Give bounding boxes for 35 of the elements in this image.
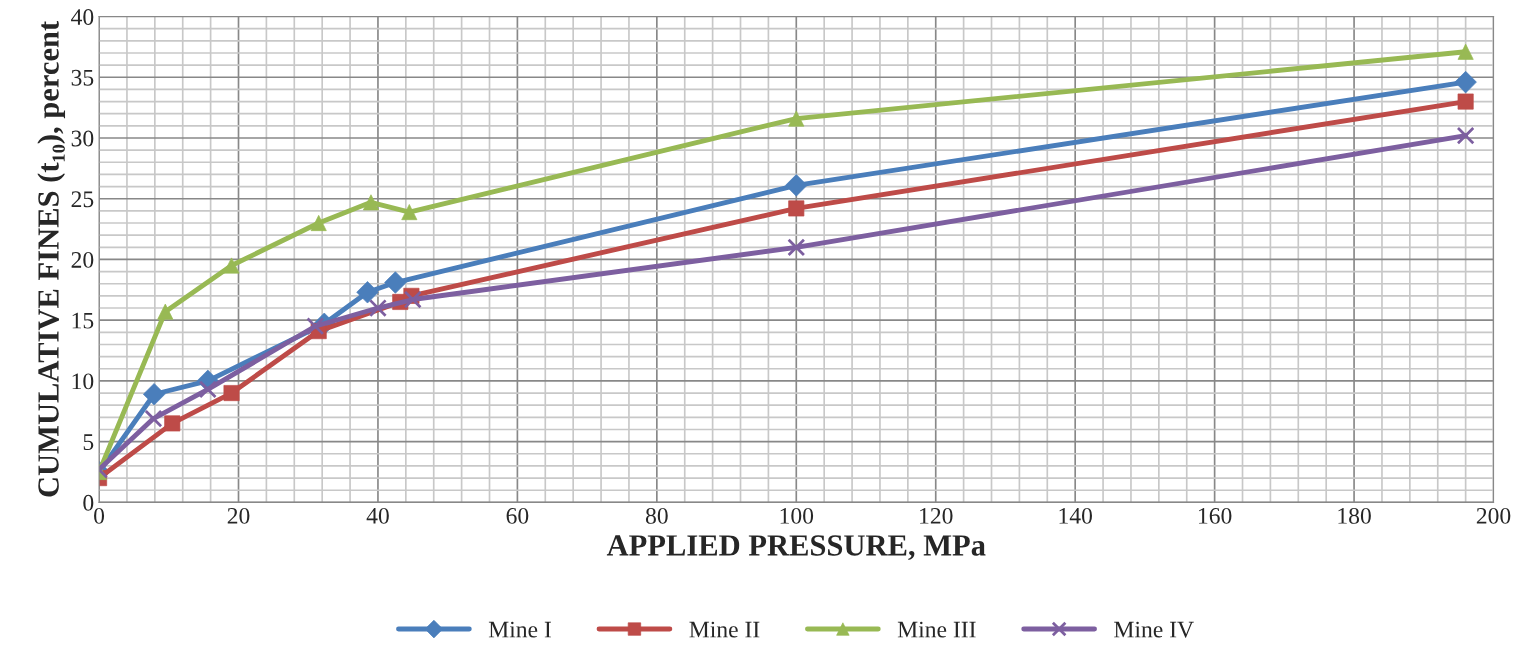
y-tick-label: 35	[71, 69, 94, 86]
x-tick-label: 80	[645, 507, 668, 524]
legend-label: Mine I	[488, 621, 551, 638]
point	[144, 409, 163, 428]
x-tick-label: 40	[366, 507, 389, 524]
x-tick-label: 180	[1338, 507, 1371, 524]
y-tick-label: 0	[83, 494, 94, 511]
x-tick-label: 120	[920, 507, 953, 524]
x-tick-label: 140	[1059, 507, 1092, 524]
x-axis-title: APPLIED PRESSURE, MPa	[606, 535, 986, 561]
y-tick-label: 20	[71, 251, 94, 268]
x-tick-label: 160	[1199, 507, 1232, 524]
legend-label: Mine IV	[1114, 621, 1194, 638]
y-tick-label: 30	[71, 130, 94, 147]
point	[403, 290, 422, 309]
point	[306, 317, 325, 336]
x-tick-label: 0	[94, 507, 105, 524]
x-tick-label: 100	[780, 507, 814, 524]
point	[1456, 126, 1475, 145]
point	[368, 299, 387, 318]
y-tick-label: 15	[72, 312, 94, 329]
x-tick-label: 200	[1476, 507, 1511, 524]
point	[787, 238, 806, 257]
y-tick-label: 5	[83, 434, 94, 451]
point	[198, 380, 217, 399]
y-tick-label: 40	[71, 9, 94, 25]
legend-label: Mine III	[897, 621, 976, 638]
x-tick-label: 60	[506, 507, 529, 524]
y-axis-title: CUMULATIVE FINES (t₁₀), percent	[37, 20, 66, 497]
y-tick-label: 25	[71, 191, 94, 208]
legend-label: Mine II	[689, 621, 760, 638]
point	[223, 385, 240, 402]
point	[142, 383, 166, 406]
y-tick-label: 10	[72, 373, 94, 390]
x-tick-label: 20	[227, 507, 250, 524]
